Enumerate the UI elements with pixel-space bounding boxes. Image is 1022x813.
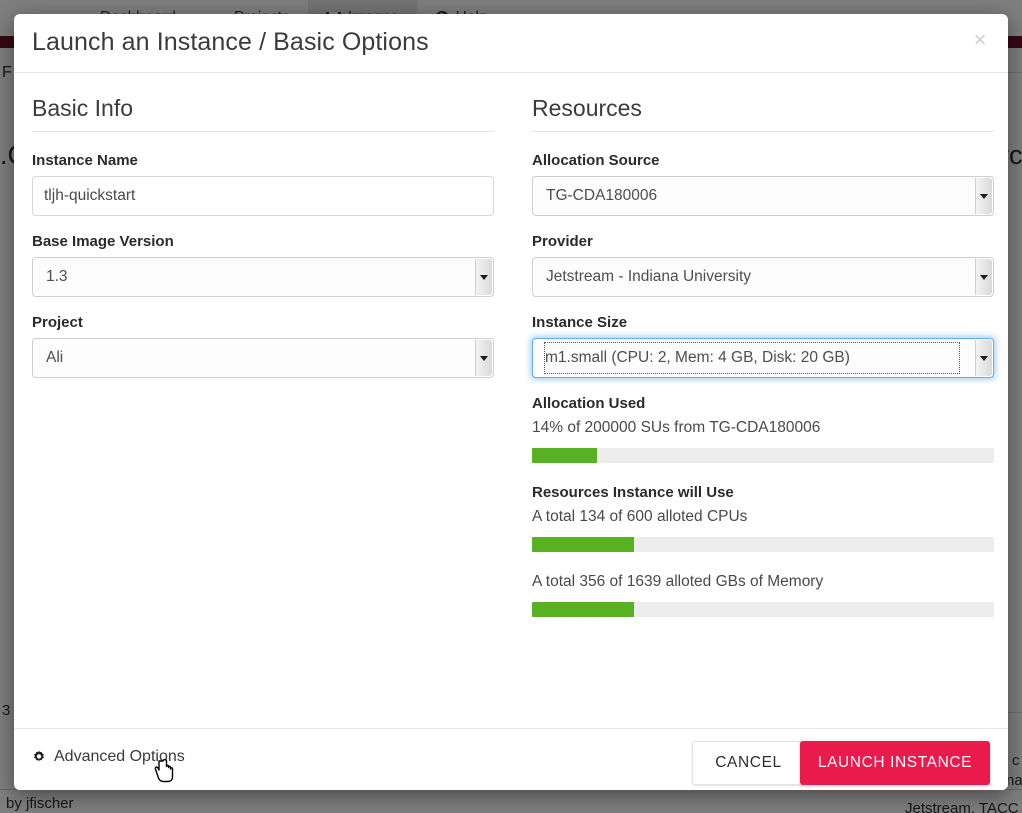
chevron-down-icon	[980, 194, 988, 199]
launch-instance-button[interactable]: LAUNCH INSTANCE	[800, 741, 990, 785]
allocation-source-label: Allocation Source	[532, 152, 660, 169]
modal-body: Basic Info Instance Name Base Image Vers…	[14, 73, 1008, 728]
base-image-version-select[interactable]: 1.3	[32, 257, 494, 297]
memory-usage-text: A total 356 of 1639 alloted GBs of Memor…	[532, 573, 824, 590]
base-image-version-value: 1.3	[46, 268, 68, 285]
cpu-usage-progress	[532, 537, 994, 552]
modal-header: Launch an Instance / Basic Options ×	[14, 14, 1008, 73]
basic-info-column: Basic Info Instance Name Base Image Vers…	[32, 95, 494, 728]
instance-name-input[interactable]	[32, 176, 494, 216]
provider-value: Jetstream - Indiana University	[546, 268, 752, 285]
cancel-button[interactable]: CANCEL	[692, 741, 805, 785]
advanced-options-toggle[interactable]: Advanced Options	[32, 748, 185, 766]
section-title-basic-info: Basic Info	[32, 95, 494, 132]
chevron-down-icon	[980, 275, 988, 280]
allocation-source-select[interactable]: TG-CDA180006	[532, 176, 994, 216]
base-image-version-label: Base Image Version	[32, 233, 174, 250]
allocation-used-text: 14% of 200000 SUs from TG-CDA180006	[532, 419, 821, 436]
project-select[interactable]: Ali	[32, 338, 494, 378]
project-value: Ali	[46, 349, 64, 366]
memory-usage-progress	[532, 602, 994, 617]
chevron-down-icon	[480, 356, 488, 361]
field-provider: Provider Jetstream - Indiana University	[532, 233, 994, 297]
progress-fill	[532, 448, 597, 463]
close-icon[interactable]: ×	[967, 27, 993, 53]
resources-column: Resources Allocation Source TG-CDA180006…	[532, 95, 994, 728]
allocation-used-progress	[532, 448, 994, 463]
gear-icon	[32, 750, 46, 764]
field-allocation-source: Allocation Source TG-CDA180006	[532, 152, 994, 216]
field-instance-name: Instance Name	[32, 152, 494, 216]
progress-fill	[532, 602, 634, 617]
instance-size-value: m1.small (CPU: 2, Mem: 4 GB, Disk: 20 GB…	[544, 342, 960, 374]
project-label: Project	[32, 314, 83, 331]
cpu-usage-text: A total 134 of 600 alloted CPUs	[532, 508, 748, 525]
launch-instance-modal: Launch an Instance / Basic Options × Bas…	[14, 14, 1008, 790]
advanced-options-label: Advanced Options	[54, 748, 185, 765]
chevron-down-icon	[980, 356, 988, 361]
field-instance-size: Instance Size m1.small (CPU: 2, Mem: 4 G…	[532, 314, 994, 378]
progress-fill	[532, 537, 634, 552]
provider-select[interactable]: Jetstream - Indiana University	[532, 257, 994, 297]
instance-size-label: Instance Size	[532, 314, 628, 331]
instance-will-use-label: Resources Instance will Use	[532, 484, 734, 501]
allocation-source-value: TG-CDA180006	[546, 187, 658, 204]
field-project: Project Ali	[32, 314, 494, 378]
field-base-image-version: Base Image Version 1.3	[32, 233, 494, 297]
instance-size-select[interactable]: m1.small (CPU: 2, Mem: 4 GB, Disk: 20 GB…	[532, 338, 994, 378]
instance-name-label: Instance Name	[32, 152, 138, 169]
provider-label: Provider	[532, 233, 593, 250]
page-title: Launch an Instance / Basic Options	[32, 28, 429, 56]
allocation-used-label: Allocation Used	[532, 395, 646, 412]
section-title-resources: Resources	[532, 95, 994, 132]
chevron-down-icon	[480, 275, 488, 280]
modal-footer: Advanced Options CANCEL LAUNCH INSTANCE	[14, 728, 1008, 790]
